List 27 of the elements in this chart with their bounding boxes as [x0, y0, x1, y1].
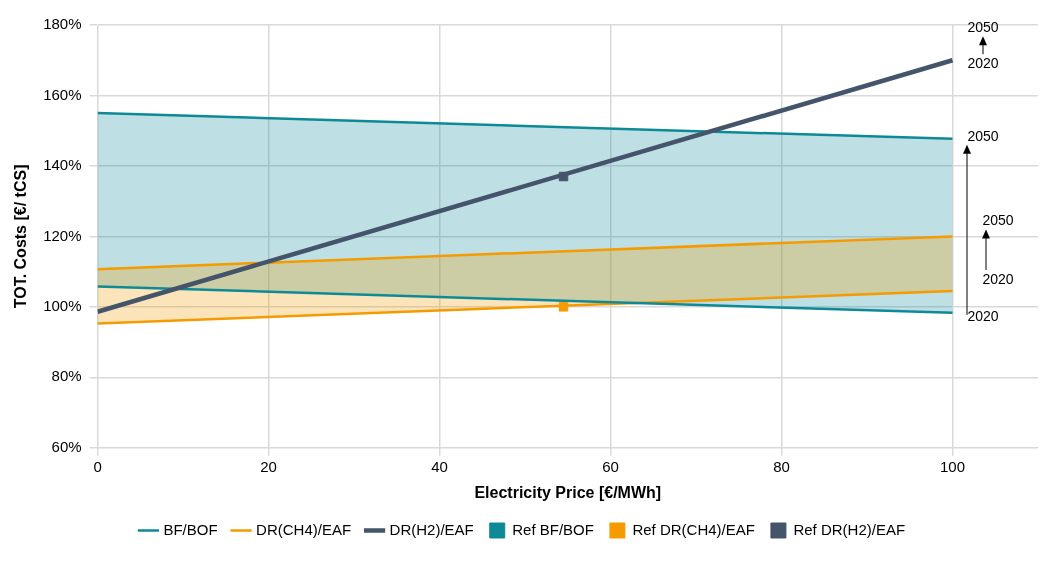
legend-label: Ref DR(CH4)/EAF [632, 520, 755, 538]
x-tick-label: 20 [260, 457, 277, 475]
annotation: 2020 [967, 307, 999, 324]
y-tick-label: 60% [51, 437, 82, 455]
y-tick-label: 80% [51, 367, 82, 385]
x-tick-label: 60 [602, 457, 619, 475]
annotation: 2020 [967, 55, 999, 72]
annotation: 2020 [982, 270, 1014, 287]
y-tick-label: 120% [43, 226, 82, 244]
x-tick-label: 40 [431, 457, 448, 475]
x-axis-title: Electricity Price [€/MWh] [474, 483, 662, 501]
y-axis-title: TOT. Costs [€/ tCS] [12, 164, 30, 309]
annotation: 2050 [967, 127, 999, 144]
legend-label: Ref DR(H2)/EAF [793, 520, 906, 538]
y-tick-label: 180% [43, 15, 82, 33]
x-tick-label: 80 [773, 457, 790, 475]
y-tick-label: 100% [43, 297, 82, 315]
y-tick-label: 140% [43, 156, 82, 174]
y-tick-label: 160% [43, 85, 82, 103]
legend-label: DR(CH4)/EAF [256, 520, 352, 538]
legend-label: BF/BOF [163, 520, 218, 538]
x-tick-label: 100 [939, 457, 966, 475]
annotation: 2050 [967, 19, 999, 36]
legend-label: Ref BF/BOF [512, 520, 594, 538]
legend-label: DR(H2)/EAF [389, 520, 474, 538]
annotation: 2050 [982, 212, 1014, 229]
x-tick-label: 0 [93, 457, 102, 475]
